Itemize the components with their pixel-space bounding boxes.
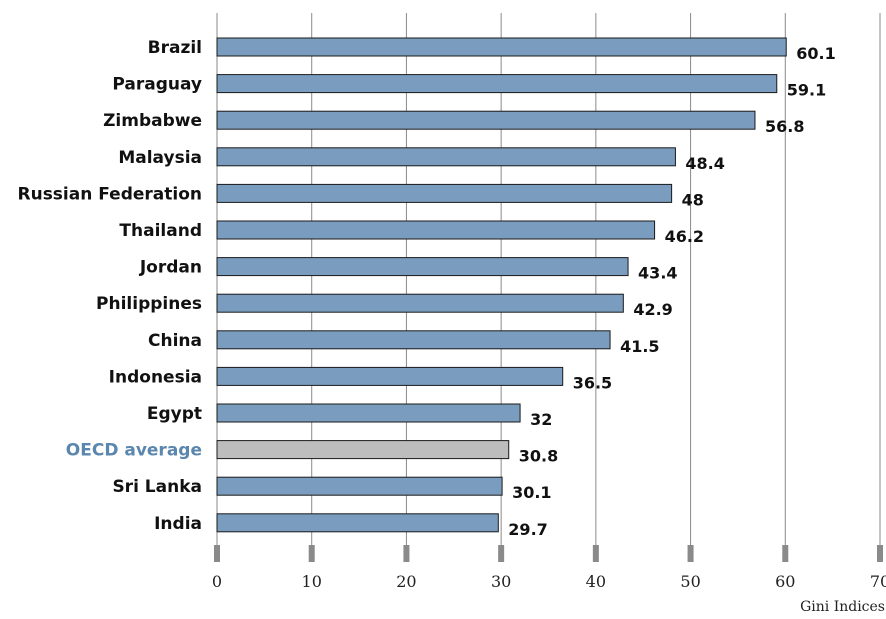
value-label-thailand: 46.2 xyxy=(665,227,704,246)
tick-label-60: 60 xyxy=(775,572,795,591)
x-axis-title: Gini Indices xyxy=(800,599,885,615)
value-label-egypt: 32 xyxy=(530,410,552,429)
bar-sri-lanka xyxy=(216,476,503,496)
category-label-philippines: Philippines xyxy=(96,294,202,314)
category-label-indonesia: Indonesia xyxy=(109,367,202,387)
value-label-paraguay: 59.1 xyxy=(787,81,826,100)
value-label-malaysia: 48.4 xyxy=(685,154,724,173)
category-label-china: China xyxy=(148,331,202,351)
value-label-sri-lanka: 30.1 xyxy=(512,483,551,502)
category-labels: Brazil Paraguay Zimbabwe Malaysia Russian Fe… xyxy=(18,38,203,534)
category-label-sri-lanka: Sri Lanka xyxy=(112,477,202,497)
tick-mark-50 xyxy=(687,545,694,562)
bar-russian-federation xyxy=(216,183,673,203)
category-label-brazil: Brazil xyxy=(148,38,202,58)
value-label-brazil: 60.1 xyxy=(796,44,835,63)
value-label-russian-federation: 48 xyxy=(682,190,704,209)
gridlines xyxy=(216,13,881,545)
bar-paraguay xyxy=(216,74,778,94)
category-label-zimbabwe: Zimbabwe xyxy=(103,111,202,131)
category-label-malaysia: Malaysia xyxy=(118,148,202,168)
category-label-russian-federation: Russian Federation xyxy=(18,184,203,204)
tick-mark-60 xyxy=(782,545,789,562)
category-label-oecd-average: OECD average xyxy=(66,441,202,461)
category-label-jordan: Jordan xyxy=(139,258,202,278)
bar-philippines xyxy=(216,293,624,313)
bar-brazil xyxy=(216,37,787,57)
bar-india xyxy=(216,513,499,533)
value-label-philippines: 42.9 xyxy=(633,300,672,319)
value-labels: 60.1 59.1 56.8 48.4 48 46.2 43.4 42.9 41.5 36.5 32… xyxy=(508,44,835,539)
value-label-oecd-average: 30.8 xyxy=(519,447,558,466)
tick-label-10: 10 xyxy=(302,572,322,591)
bar-indonesia xyxy=(216,366,564,386)
category-label-india: India xyxy=(154,514,202,534)
value-label-india: 29.7 xyxy=(508,520,547,539)
tick-label-0: 0 xyxy=(212,572,222,591)
tick-mark-20 xyxy=(403,545,410,562)
tick-label-70: 70 xyxy=(870,572,886,591)
tick-mark-40 xyxy=(592,545,599,562)
bars xyxy=(216,37,787,533)
tick-label-30: 30 xyxy=(491,572,511,591)
category-label-paraguay: Paraguay xyxy=(112,75,202,95)
bar-malaysia xyxy=(216,147,676,167)
tick-label-50: 50 xyxy=(680,572,700,591)
category-label-thailand: Thailand xyxy=(119,221,202,241)
tick-label-20: 20 xyxy=(396,572,416,591)
tick-label-40: 40 xyxy=(586,572,606,591)
tick-mark-10 xyxy=(308,545,315,562)
category-label-egypt: Egypt xyxy=(147,404,202,424)
value-label-china: 41.5 xyxy=(620,337,659,356)
x-axis: 0 10 20 30 40 50 60 70 xyxy=(212,545,886,591)
bar-oecd-average xyxy=(216,440,510,460)
tick-mark-0 xyxy=(214,545,220,562)
bar-egypt xyxy=(216,403,521,423)
bar-china xyxy=(216,330,611,350)
tick-mark-30 xyxy=(498,545,505,562)
value-label-zimbabwe: 56.8 xyxy=(765,117,804,136)
value-label-indonesia: 36.5 xyxy=(573,373,612,392)
tick-mark-70 xyxy=(877,545,883,562)
bar-jordan xyxy=(216,257,629,277)
value-label-jordan: 43.4 xyxy=(638,264,677,283)
bar-zimbabwe xyxy=(216,110,756,130)
bar-thailand xyxy=(216,220,656,240)
